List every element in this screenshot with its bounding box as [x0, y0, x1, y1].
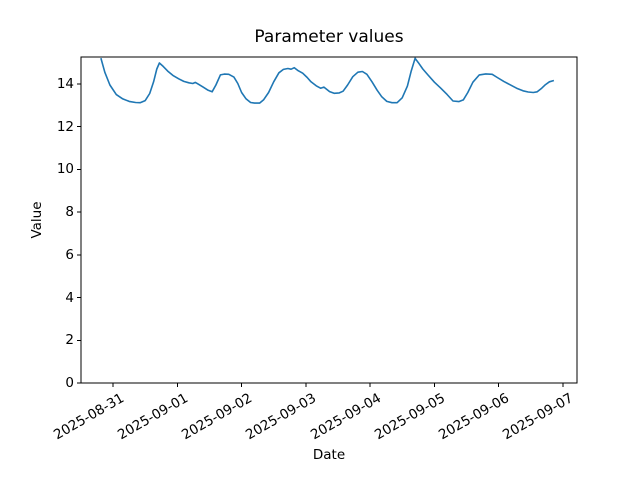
y-tick-label: 6 [65, 246, 74, 263]
y-tick-label: 2 [65, 332, 74, 349]
y-tick-label: 10 [56, 161, 74, 178]
y-tick-label: 14 [56, 75, 74, 92]
y-tick-label: 12 [56, 118, 74, 135]
y-axis-label: Value [29, 201, 45, 239]
y-tick-label: 8 [65, 204, 74, 221]
y-tick-label: 0 [65, 375, 74, 391]
plot-frame [80, 56, 578, 384]
chart-title: Parameter values [254, 27, 404, 47]
y-tick-label: 4 [65, 289, 74, 306]
x-axis-label: Date [312, 447, 346, 463]
tick-marks [77, 83, 564, 387]
series-line [100, 57, 555, 104]
